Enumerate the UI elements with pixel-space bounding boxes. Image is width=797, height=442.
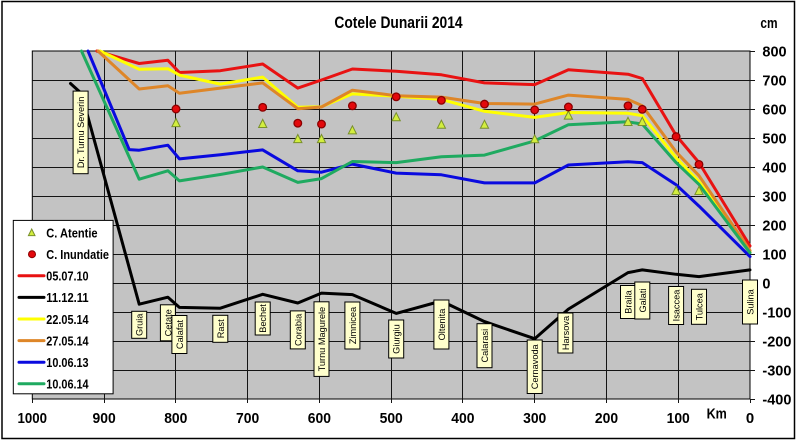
svg-text:Galati: Galati: [638, 288, 648, 312]
svg-text:Cetate: Cetate: [163, 309, 173, 336]
svg-text:Sulina: Sulina: [746, 288, 756, 314]
svg-text:10.06.14: 10.06.14: [46, 377, 89, 392]
svg-text:Dr. Turnu Severin: Dr. Turnu Severin: [76, 97, 86, 168]
svg-text:Km: Km: [707, 406, 727, 423]
svg-text:500: 500: [762, 131, 786, 147]
svg-text:100: 100: [762, 247, 786, 263]
svg-text:C. Inundatie: C. Inundatie: [46, 247, 109, 262]
svg-text:400: 400: [762, 160, 786, 176]
svg-text:10.06.13: 10.06.13: [46, 355, 88, 370]
svg-text:Turnu Magurele: Turnu Magurele: [317, 307, 327, 372]
svg-text:-400: -400: [762, 392, 791, 408]
svg-text:100: 100: [667, 410, 690, 427]
svg-text:Tulcea: Tulcea: [695, 292, 705, 320]
svg-text:Braila: Braila: [624, 289, 634, 313]
svg-text:Oltenita: Oltenita: [437, 308, 447, 341]
svg-text:Calarasi: Calarasi: [480, 329, 490, 363]
svg-text:-100: -100: [762, 305, 791, 321]
svg-text:700: 700: [236, 410, 259, 427]
svg-text:-200: -200: [762, 334, 791, 350]
svg-text:400: 400: [451, 410, 474, 427]
svg-text:Zimnicea: Zimnicea: [348, 306, 358, 344]
svg-text:0: 0: [762, 276, 770, 292]
svg-text:C. Atentie: C. Atentie: [46, 225, 97, 240]
svg-text:11.12.11: 11.12.11: [46, 290, 88, 305]
svg-text:27.05.14: 27.05.14: [46, 333, 89, 348]
svg-text:600: 600: [762, 102, 786, 118]
svg-text:Calafat: Calafat: [175, 320, 185, 350]
svg-text:700: 700: [762, 73, 786, 89]
svg-text:22.05.14: 22.05.14: [46, 312, 89, 327]
svg-text:600: 600: [308, 410, 331, 427]
svg-text:-300: -300: [762, 363, 791, 379]
svg-text:Harsova: Harsova: [561, 315, 571, 350]
svg-text:300: 300: [523, 410, 546, 427]
svg-text:300: 300: [762, 189, 786, 205]
svg-text:800: 800: [164, 410, 187, 427]
svg-text:200: 200: [762, 218, 786, 234]
svg-text:cm: cm: [760, 16, 777, 32]
svg-text:Giurgiu: Giurgiu: [392, 324, 402, 354]
svg-text:Bechet: Bechet: [258, 304, 268, 333]
svg-text:05.07.10: 05.07.10: [46, 269, 88, 284]
svg-text:Rast: Rast: [216, 319, 226, 338]
svg-text:Corabia: Corabia: [293, 313, 303, 346]
svg-text:Cotele Dunarii 2014: Cotele Dunarii 2014: [334, 13, 463, 32]
svg-text:Gruia: Gruia: [135, 313, 145, 336]
svg-text:0: 0: [746, 410, 754, 427]
svg-text:Isaccea: Isaccea: [672, 289, 682, 322]
svg-text:Cernavoda: Cernavoda: [530, 343, 540, 389]
svg-text:800: 800: [762, 44, 786, 60]
svg-text:1000: 1000: [18, 410, 48, 427]
svg-text:500: 500: [380, 410, 403, 427]
svg-text:900: 900: [93, 410, 116, 427]
svg-text:200: 200: [595, 410, 618, 427]
